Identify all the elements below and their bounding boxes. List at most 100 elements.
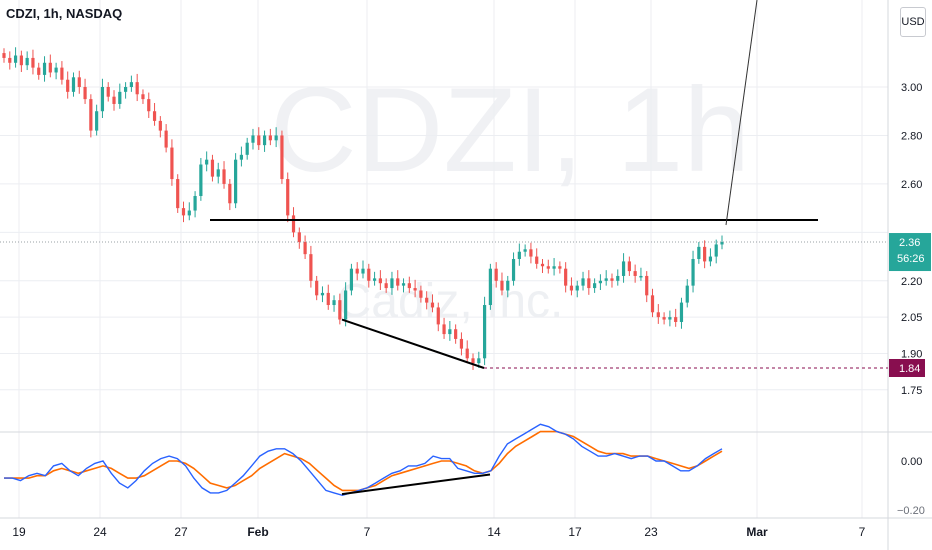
candle-body — [494, 268, 498, 281]
candle-body — [674, 317, 678, 322]
candle-body — [610, 278, 614, 281]
candle-body — [714, 244, 718, 257]
candle-body — [338, 300, 342, 320]
macd-tick-label: 0.00 — [901, 456, 922, 468]
candle-body — [326, 292, 330, 306]
candle-body — [8, 57, 12, 63]
candle-body — [349, 268, 354, 291]
candle-body — [697, 246, 701, 259]
candle-body — [176, 179, 180, 209]
candle-body — [361, 268, 365, 274]
candle-body — [668, 317, 672, 320]
candle-body — [106, 87, 110, 97]
candle-body — [251, 135, 255, 143]
candle-body — [210, 159, 215, 177]
candle-body — [147, 99, 151, 112]
candle-body — [291, 215, 296, 233]
macd-tick-label-partial: −0.20 — [897, 505, 925, 517]
candle-body — [448, 329, 452, 335]
macd-line — [4, 423, 723, 497]
candle-body — [488, 268, 492, 306]
time-tick-label: 14 — [487, 525, 501, 539]
candle-body — [593, 283, 597, 289]
candle-body — [378, 278, 382, 284]
projection-line — [725, 0, 758, 226]
candle-body — [401, 283, 406, 286]
candle-body — [367, 268, 371, 281]
candle-body — [129, 82, 133, 87]
price-tick-label: 2.60 — [901, 179, 922, 191]
candle-body — [164, 130, 168, 148]
candle-body — [355, 268, 359, 274]
candle-body — [691, 258, 695, 286]
current-price-tag — [889, 233, 931, 272]
candle-body — [118, 91, 122, 104]
candle-body — [187, 210, 191, 216]
candle-body — [575, 285, 579, 291]
candle-body — [465, 348, 469, 359]
candle-body — [390, 278, 394, 289]
candle-body — [407, 283, 411, 289]
price-tick-label: 2.05 — [901, 312, 922, 324]
candle-body — [48, 62, 52, 73]
time-tick-label: 7 — [859, 525, 866, 539]
candle-body — [222, 169, 226, 184]
time-tick-label: 24 — [93, 525, 107, 539]
candle-body — [436, 307, 440, 325]
candle-body — [442, 324, 446, 335]
candle-body — [645, 275, 649, 296]
price-tick-label: 3.00 — [901, 82, 922, 94]
candle-body — [482, 305, 487, 359]
price-tick-label: 2.20 — [901, 276, 922, 288]
current-price-label: 2.36 — [899, 237, 920, 249]
candle-body — [95, 111, 99, 131]
candle-body — [320, 292, 325, 296]
candle-body — [234, 159, 238, 204]
candle-body — [396, 278, 400, 286]
candle-body — [262, 135, 267, 146]
time-tick-label: 27 — [174, 525, 188, 539]
candle-body — [425, 297, 429, 303]
candle-body — [430, 302, 435, 308]
candle-body — [280, 135, 284, 180]
candle-body — [384, 283, 388, 289]
candle-body — [558, 266, 562, 269]
candle-body — [19, 55, 23, 66]
candle-body — [25, 57, 29, 66]
candle-body — [535, 256, 539, 264]
candle-body — [60, 67, 64, 80]
candle-body — [83, 87, 87, 100]
candle-body — [540, 263, 545, 267]
candle-body — [703, 246, 707, 262]
candle-body — [650, 295, 655, 313]
candle-body — [564, 268, 568, 286]
low-price-label: 1.84 — [899, 363, 920, 375]
candle-body — [205, 159, 209, 165]
candle-body — [459, 338, 464, 349]
candle-body — [77, 77, 81, 87]
price-tick-label: 2.80 — [901, 130, 922, 142]
candle-body — [685, 285, 689, 303]
candle-body — [71, 77, 76, 92]
time-tick-label: 19 — [12, 525, 26, 539]
candle-body — [662, 317, 666, 320]
candle-body — [268, 135, 272, 141]
currency-button[interactable]: USD — [900, 7, 926, 37]
candle-body — [604, 278, 608, 281]
candle-body — [286, 179, 290, 216]
candle-body — [500, 280, 504, 291]
candle-body — [471, 358, 475, 364]
candle-body — [679, 302, 684, 322]
candle-body — [31, 57, 35, 68]
signal-line — [4, 430, 723, 492]
candle-body — [552, 266, 556, 269]
candle-body — [454, 329, 458, 339]
candle-body — [89, 99, 93, 131]
symbol-label[interactable]: CDZI, 1h, NASDAQ — [6, 6, 123, 21]
candle-body — [517, 251, 521, 259]
candle-body — [239, 154, 244, 160]
candle-body — [477, 358, 481, 364]
candle-body — [720, 242, 724, 245]
